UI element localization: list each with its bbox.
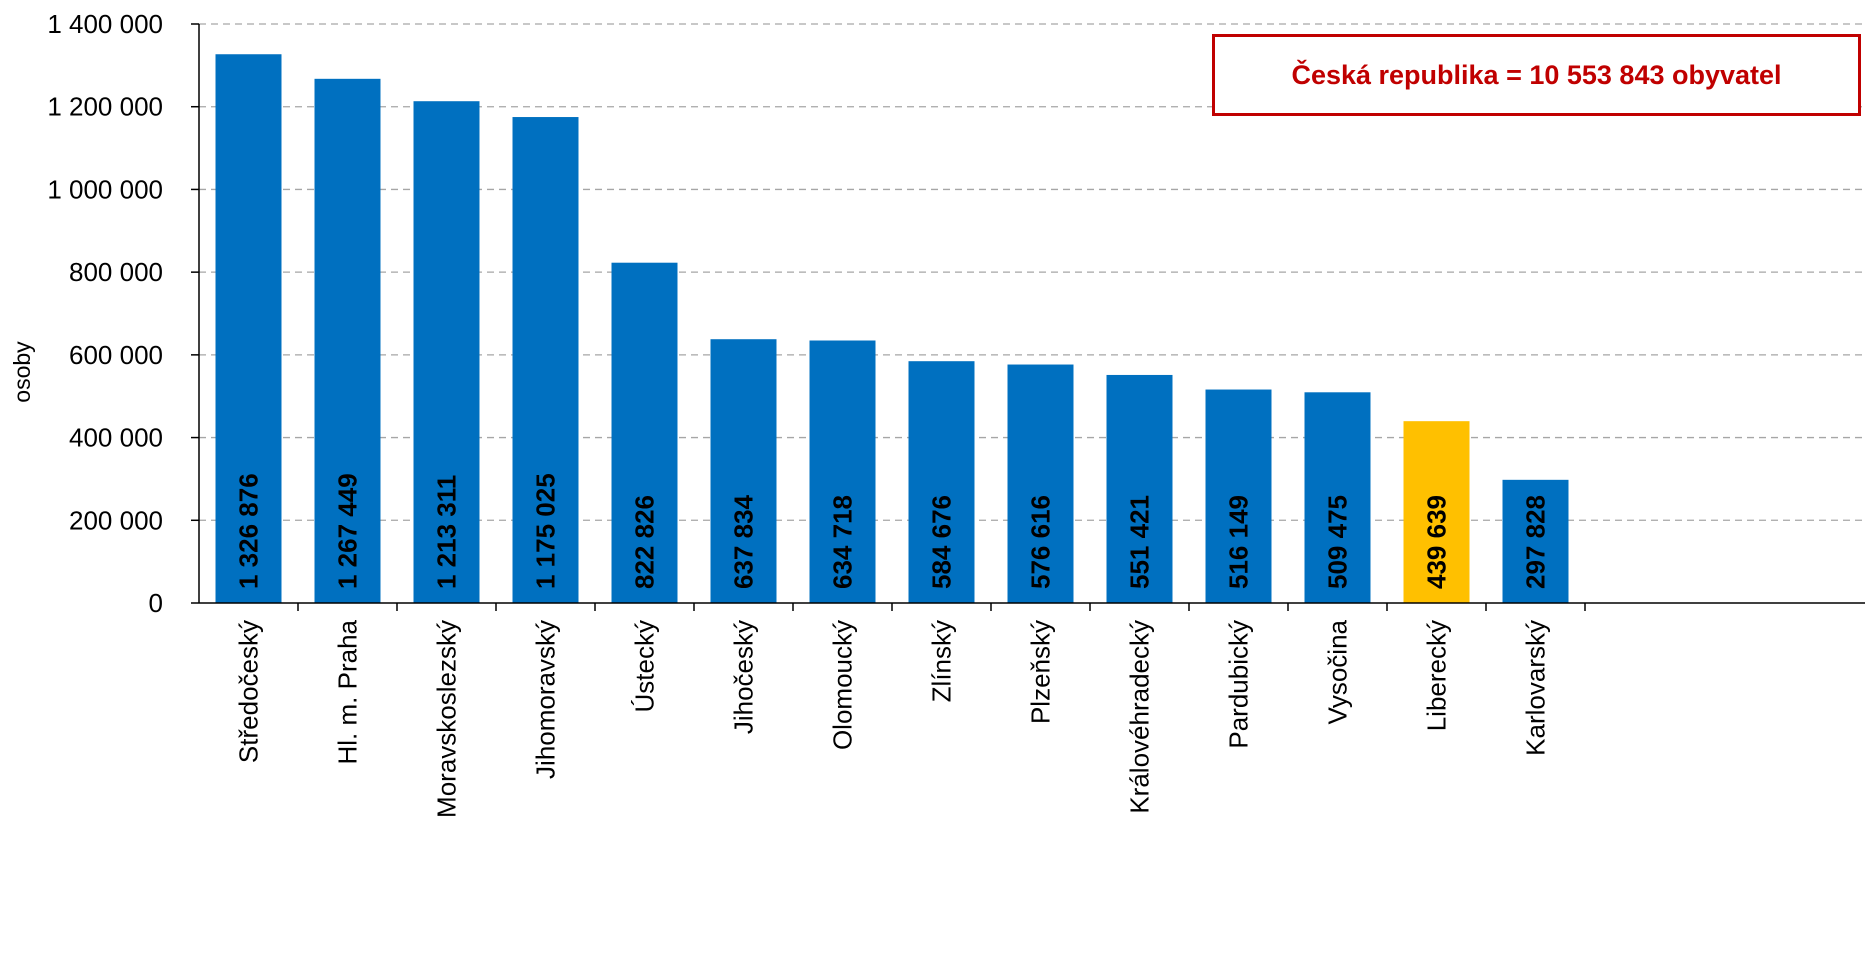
bar-value-label: 1 213 311: [432, 475, 462, 589]
y-tick-label: 200 000: [69, 505, 163, 535]
y-tick-label: 1 000 000: [47, 174, 163, 204]
bar-value-label: 297 828: [1521, 495, 1551, 589]
bar-value-label: 1 267 449: [333, 473, 363, 589]
bar-value-label: 584 676: [927, 495, 957, 589]
x-category-label: Jihomoravský: [531, 620, 561, 779]
x-category-label: Zlínský: [927, 620, 957, 702]
bars: 1 326 876 1 267 449 1 213 311 1 175 025 822 …: [215, 54, 1569, 604]
x-category-label: Moravskoslezský: [432, 620, 462, 818]
bar: [413, 101, 480, 604]
x-category-label: Jihočeský: [729, 620, 759, 734]
x-category-label: Středočeský: [234, 620, 264, 763]
bar: [611, 262, 678, 603]
bar: [1205, 389, 1272, 603]
bar: [908, 361, 975, 603]
y-tick-label: 1 400 000: [47, 9, 163, 39]
x-category-label: Vysočina: [1323, 619, 1353, 724]
x-category-label: Liberecký: [1422, 620, 1452, 731]
population-total-annotation: Česká republika = 10 553 843 obyvatel: [1212, 34, 1861, 116]
bar-value-label: 576 616: [1026, 495, 1056, 589]
bar-value-label: 439 639: [1422, 495, 1452, 589]
x-category-label: Pardubický: [1224, 620, 1254, 749]
x-category-label: Hl. m. Praha: [333, 619, 363, 764]
x-category-label: Plzeňský: [1026, 620, 1056, 724]
bar-value-label: 1 175 025: [531, 473, 561, 589]
bar: [1403, 421, 1470, 603]
axes: 0 200 000 400 000 600 000 800 000 1 000 000 1 …: [47, 9, 1865, 818]
bar-value-label: 509 475: [1323, 495, 1353, 589]
x-category-label: Olomoucký: [828, 620, 858, 750]
bar: [512, 117, 579, 603]
y-tick-label: 800 000: [69, 257, 163, 287]
bar: [1007, 364, 1074, 603]
bar-value-label: 634 718: [828, 495, 858, 589]
bar-value-label: 551 421: [1125, 495, 1155, 589]
x-category-label: Karlovarský: [1521, 620, 1551, 756]
bar-value-label: 516 149: [1224, 495, 1254, 589]
y-tick-label: 600 000: [69, 340, 163, 370]
x-category-label: Ústecký: [630, 620, 660, 712]
bar-value-label: 1 326 876: [234, 473, 264, 589]
y-tick-label: 0: [149, 588, 163, 618]
y-tick-label: 1 200 000: [47, 92, 163, 122]
bar-value-label: 822 826: [630, 495, 660, 589]
bar-value-label: 637 834: [729, 494, 759, 589]
bar: [314, 78, 381, 603]
y-tick-label: 400 000: [69, 423, 163, 453]
bar: [1502, 479, 1569, 603]
x-category-label: Královéhradecký: [1125, 620, 1155, 814]
bar: [809, 340, 876, 603]
bar: [1304, 392, 1371, 603]
bar: [1106, 374, 1173, 603]
y-axis-title: osoby: [9, 341, 35, 403]
bar: [215, 54, 282, 603]
annotation-text: Česká republika = 10 553 843 obyvatel: [1291, 59, 1782, 90]
bar: [710, 339, 777, 603]
